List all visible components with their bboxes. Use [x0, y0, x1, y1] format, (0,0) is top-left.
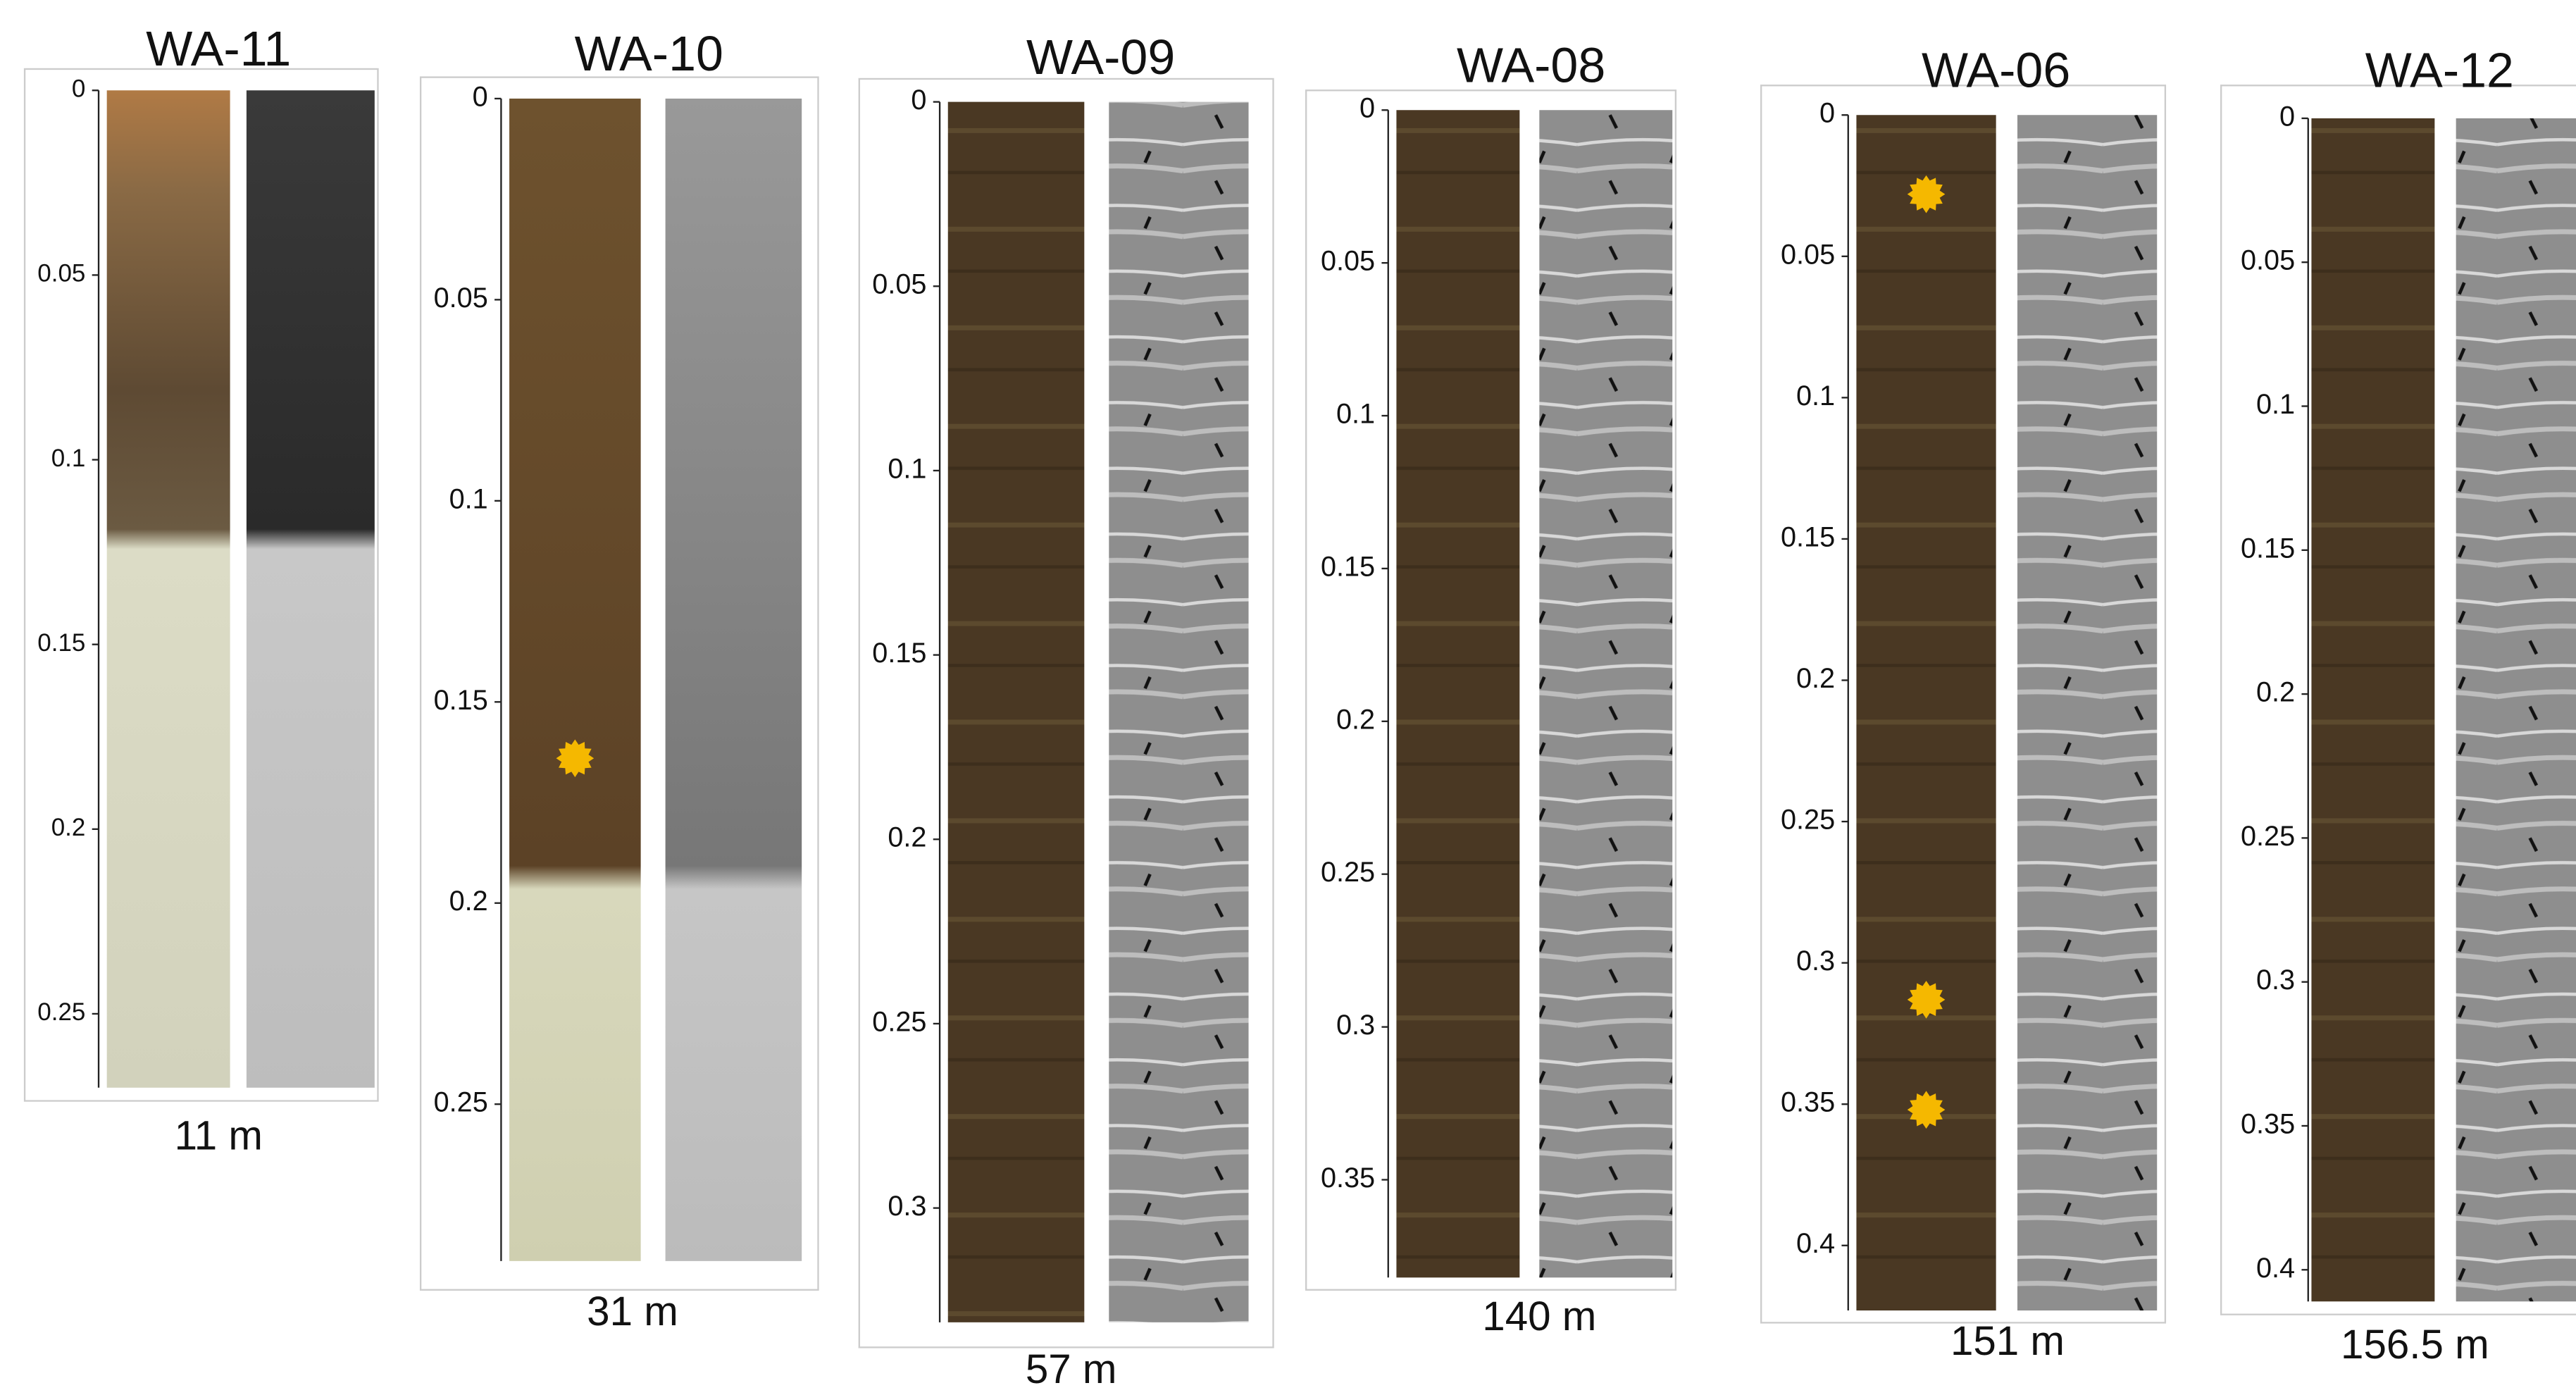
depth-tick-label: 0.2 [888, 822, 926, 853]
depth-tick-label: 0 [1359, 93, 1375, 124]
depth-tick-label: 0.25 [2241, 821, 2295, 852]
core-title: WA-06 [1922, 42, 2070, 97]
depth-tick-label: 0.3 [2256, 965, 2295, 996]
depth-tick-label: 0.2 [1796, 663, 1835, 694]
color-core-image [1396, 110, 1519, 1277]
core-title: WA-12 [2365, 42, 2514, 97]
color-core-image [948, 102, 1085, 1322]
page: 00.050.10.150.20.25WA-1111 m00.050.10.15… [0, 0, 2576, 1395]
core-title: WA-09 [1026, 30, 1175, 85]
color-core-image [1856, 115, 1996, 1310]
depth-tick-label: 0 [473, 81, 488, 112]
depth-tick-label: 0.25 [1321, 857, 1375, 888]
depth-tick-label: 0.2 [2256, 677, 2295, 708]
depth-tick-label: 0.35 [2241, 1108, 2295, 1139]
depth-tick-label: 0 [2279, 101, 2295, 132]
depth-tick-label: 0.3 [888, 1191, 926, 1222]
water-depth-caption: 57 m [1026, 1346, 1117, 1392]
depth-tick-label: 0.15 [2241, 533, 2295, 564]
color-core-image [2311, 118, 2434, 1301]
ct-core-image [247, 90, 375, 1088]
depth-tick-label: 0.1 [888, 453, 926, 484]
water-depth-caption: 140 m [1482, 1294, 1596, 1339]
depth-tick-label: 0.15 [434, 685, 488, 716]
core-title: WA-11 [146, 21, 291, 76]
depth-tick-label: 0 [911, 85, 926, 116]
depth-tick-label: 0.05 [872, 269, 926, 300]
depth-tick-label: 0.15 [872, 638, 926, 669]
ct-core-image [2456, 118, 2576, 1301]
depth-tick-label: 0.15 [1781, 521, 1835, 552]
depth-tick-label: 0.35 [1781, 1087, 1835, 1118]
depth-tick-label: 0.05 [2241, 245, 2295, 276]
water-depth-caption: 156.5 m [2341, 1322, 2489, 1368]
depth-tick-label: 0.1 [449, 483, 488, 514]
depth-tick-label: 0.3 [1336, 1010, 1375, 1041]
depth-tick-label: 0.25 [37, 998, 85, 1026]
depth-tick-label: 0.25 [434, 1087, 488, 1118]
depth-tick-label: 0.05 [1781, 239, 1835, 270]
depth-tick-label: 0.4 [2256, 1253, 2295, 1284]
depth-tick-label: 0.4 [1796, 1228, 1835, 1259]
color-core-image [509, 99, 641, 1261]
depth-tick-label: 0.1 [1336, 399, 1375, 430]
depth-tick-label: 0.2 [51, 814, 86, 841]
depth-tick-label: 0.25 [872, 1006, 926, 1037]
depth-tick-label: 0.15 [37, 629, 85, 657]
water-depth-caption: 31 m [587, 1289, 678, 1334]
depth-tick-label: 0.05 [434, 283, 488, 314]
ct-core-image [2017, 115, 2157, 1310]
core-title: WA-08 [1457, 37, 1605, 92]
core-figure: 00.050.10.150.20.25WA-1111 m00.050.10.15… [0, 0, 2576, 1395]
ct-core-image [1539, 110, 1672, 1277]
depth-tick-label: 0.2 [449, 886, 488, 917]
depth-tick-label: 0.2 [1336, 704, 1375, 735]
depth-tick-label: 0.35 [1321, 1162, 1375, 1194]
depth-tick-label: 0.05 [37, 260, 85, 287]
depth-tick-label: 0.25 [1781, 805, 1835, 836]
depth-tick-label: 0 [1819, 98, 1835, 129]
depth-tick-label: 0 [72, 75, 85, 103]
color-core-image [107, 90, 230, 1088]
depth-tick-label: 0.05 [1321, 246, 1375, 277]
ct-core-image [1109, 102, 1248, 1322]
depth-tick-label: 0.1 [1796, 380, 1835, 411]
core-title: WA-10 [575, 26, 723, 81]
depth-tick-label: 0.3 [1796, 946, 1835, 976]
depth-tick-label: 0.1 [2256, 389, 2295, 420]
water-depth-caption: 151 m [1950, 1318, 2065, 1364]
depth-tick-label: 0.15 [1321, 551, 1375, 582]
water-depth-caption: 11 m [175, 1113, 263, 1159]
depth-tick-label: 0.1 [51, 445, 86, 472]
ct-core-image [666, 99, 802, 1261]
